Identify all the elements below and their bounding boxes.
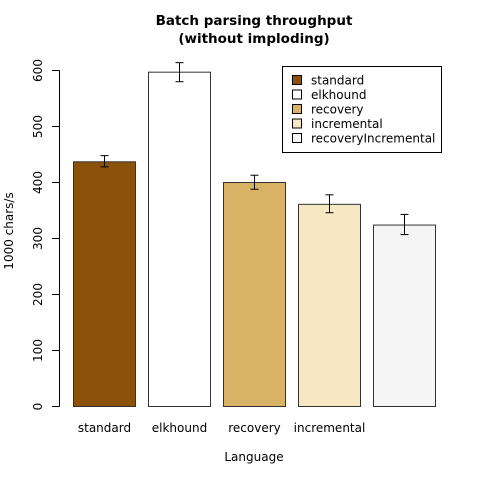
legend-label: incremental xyxy=(311,117,383,131)
legend-label: recovery xyxy=(311,103,364,117)
legend-swatch xyxy=(292,118,302,129)
y-tick-label: 600 xyxy=(31,59,45,82)
y-tick-label: 100 xyxy=(31,339,45,362)
legend-swatch xyxy=(292,75,302,85)
legend-label: recoveryIncremental xyxy=(311,132,435,146)
bar-incremental xyxy=(298,203,361,407)
x-tick-label: recovery xyxy=(228,421,281,435)
x-tick-label: standard xyxy=(78,421,131,435)
x-axis-label: Language xyxy=(224,450,283,464)
chart-title-line-1: Batch parsing throughput xyxy=(156,13,353,29)
y-tick-label: 400 xyxy=(31,171,45,194)
bar-elkhound xyxy=(148,71,211,408)
bar-standard xyxy=(73,161,136,407)
y-tick-label: 500 xyxy=(31,115,45,138)
bars xyxy=(73,62,436,408)
y-tick-label: 300 xyxy=(31,227,45,250)
legend-swatch xyxy=(292,89,302,100)
x-tick-label: incremental xyxy=(294,421,366,435)
legend: standardelkhoundrecoveryincrementalrecov… xyxy=(282,66,442,153)
legend-box xyxy=(282,66,442,153)
x-axis-labels: standard elkhound recovery incremental xyxy=(78,421,365,435)
y-axis: 0 100 200 300 400 500 600 xyxy=(31,59,60,410)
legend-label: elkhound xyxy=(311,88,366,102)
chart-title-line-2: (without imploding) xyxy=(178,31,329,47)
y-tick-label: 0 xyxy=(31,403,45,411)
x-tick-label: elkhound xyxy=(152,421,207,435)
bar-recoveryIncremental xyxy=(373,224,436,407)
legend-label: standard xyxy=(311,74,364,88)
bar-recovery xyxy=(223,182,286,407)
y-axis-label: 1000 chars/s xyxy=(2,192,16,269)
legend-swatch xyxy=(292,104,302,114)
y-tick-label: 200 xyxy=(31,283,45,306)
legend-swatch xyxy=(292,133,302,143)
